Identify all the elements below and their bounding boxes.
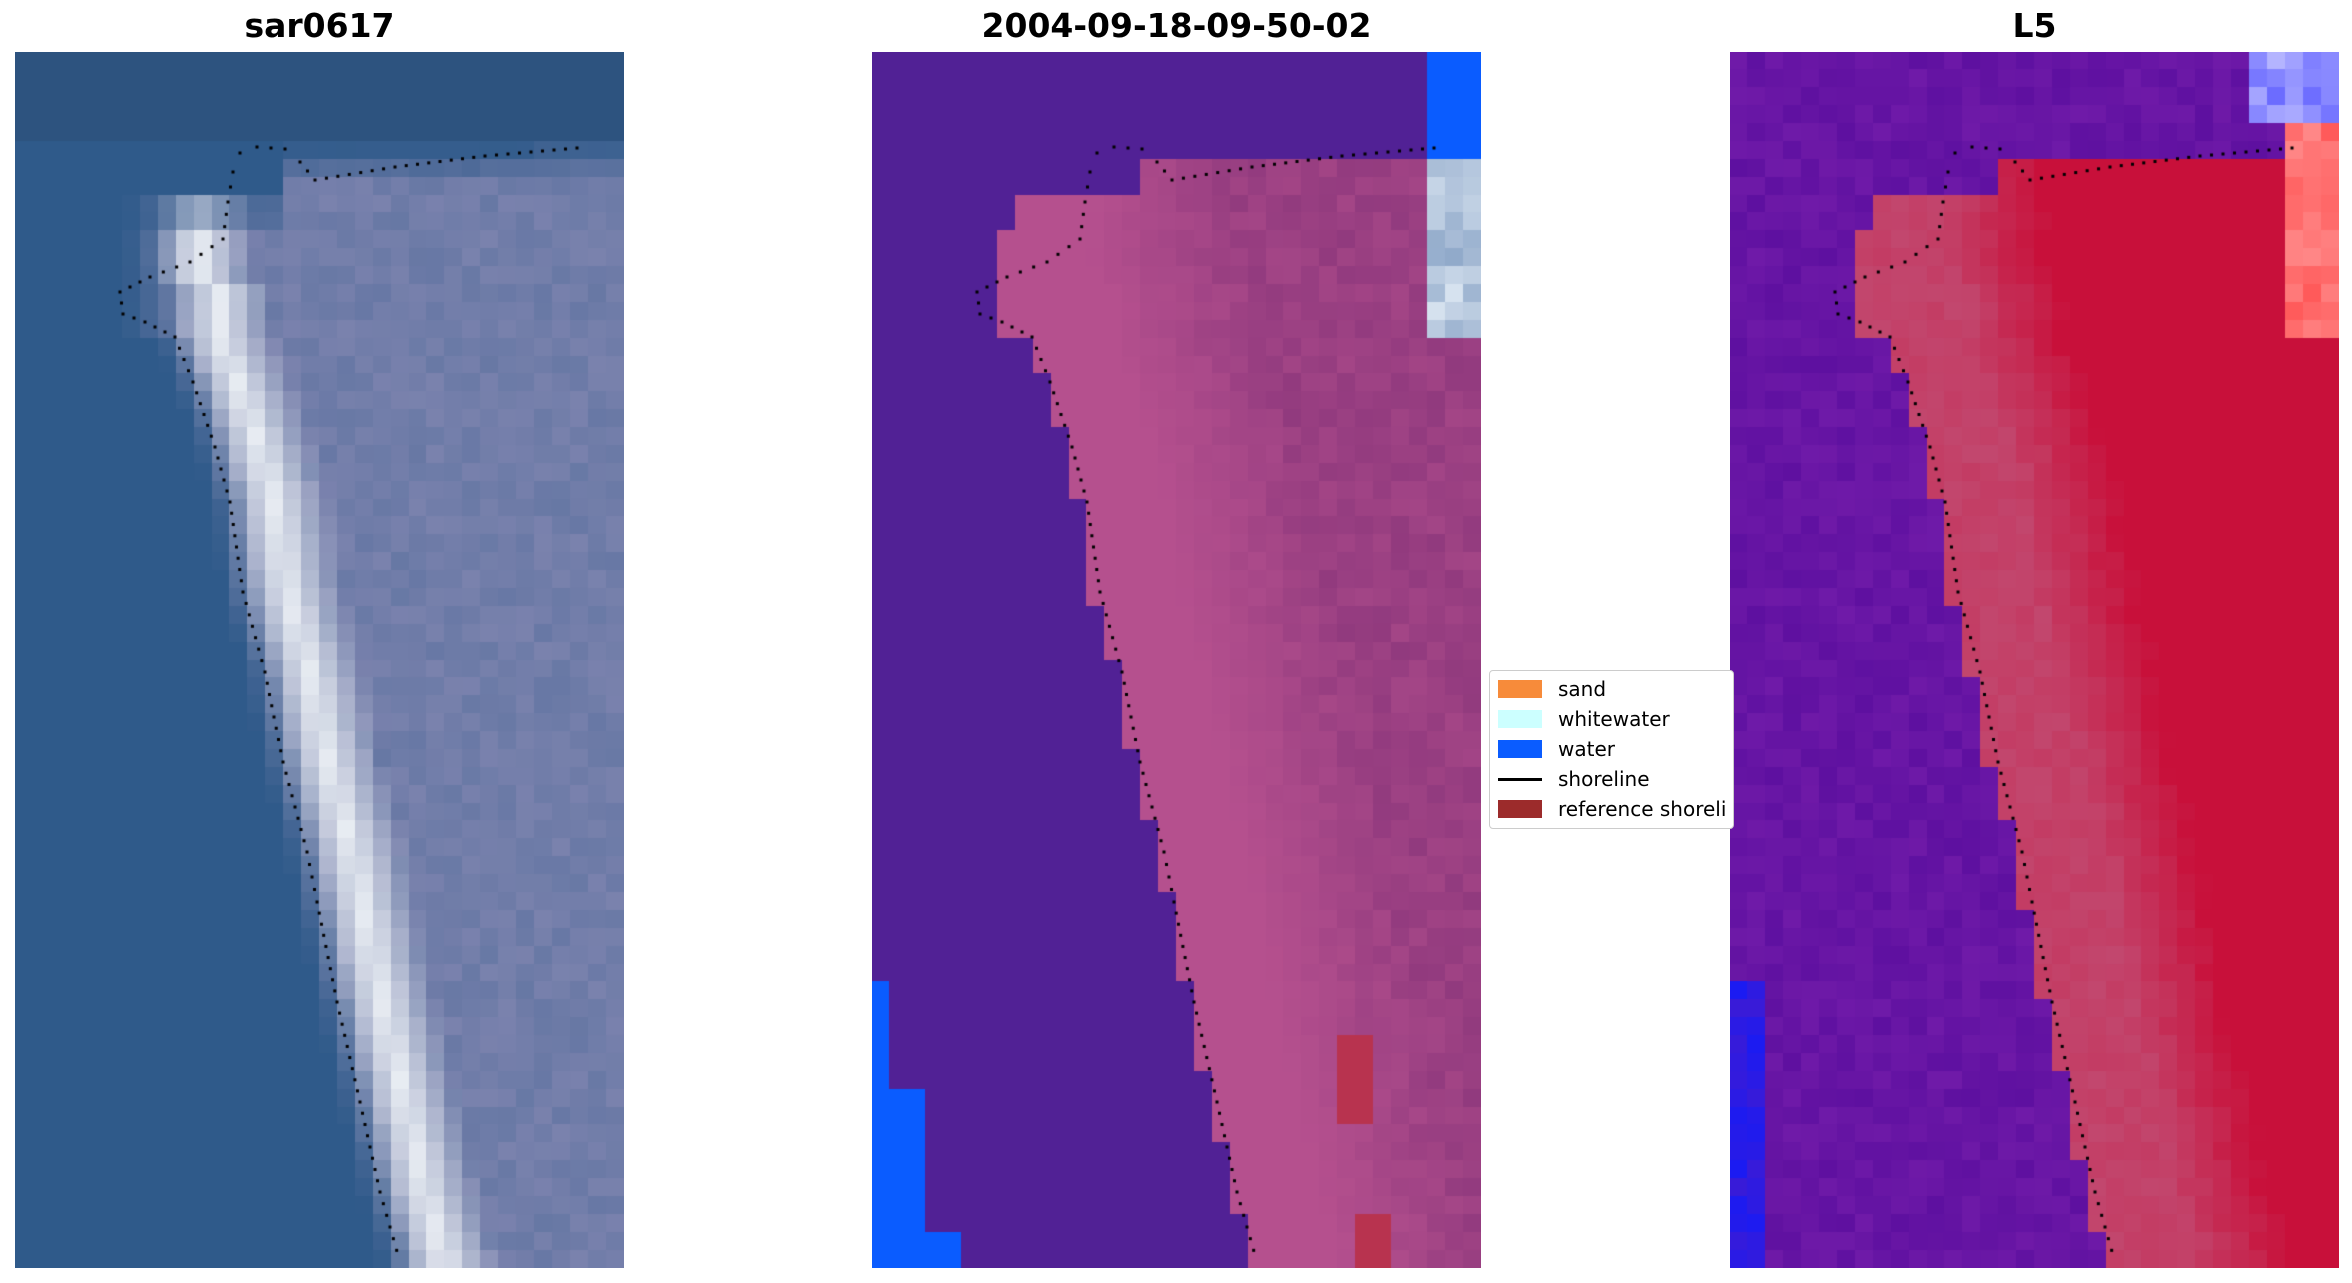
legend-swatch-sand xyxy=(1498,680,1542,698)
legend-label-reference-shoreline: reference shoreli xyxy=(1558,797,1727,821)
legend-label-sand: sand xyxy=(1558,677,1607,701)
legend-swatch-whitewater xyxy=(1498,710,1542,728)
legend-label-shoreline: shoreline xyxy=(1558,767,1650,791)
legend-label-whitewater: whitewater xyxy=(1558,707,1670,731)
classified-image-canvas xyxy=(872,52,1481,1268)
rgb-image-canvas xyxy=(15,52,624,1268)
legend-label-water: water xyxy=(1558,737,1615,761)
legend-item-sand: sand xyxy=(1498,675,1606,703)
panel-title-classified: 2004-09-18-09-50-02 xyxy=(981,6,1372,45)
legend: sand whitewater water shoreline referenc… xyxy=(1489,670,1734,829)
legend-item-shoreline: shoreline xyxy=(1498,765,1650,793)
legend-item-reference-shoreline: reference shoreli xyxy=(1498,795,1726,823)
legend-item-water: water xyxy=(1498,735,1615,763)
rgb-image-panel xyxy=(15,52,624,1268)
index-image-canvas xyxy=(1730,52,2339,1268)
panel-title-index: L5 xyxy=(2012,6,2057,45)
index-image-panel xyxy=(1730,52,2339,1268)
panel-title-rgb: sar0617 xyxy=(244,6,395,45)
legend-swatch-reference-shoreline xyxy=(1498,800,1542,818)
legend-swatch-shoreline xyxy=(1498,777,1542,781)
legend-item-whitewater: whitewater xyxy=(1498,705,1670,733)
classified-image-panel xyxy=(872,52,1481,1268)
legend-swatch-water xyxy=(1498,740,1542,758)
